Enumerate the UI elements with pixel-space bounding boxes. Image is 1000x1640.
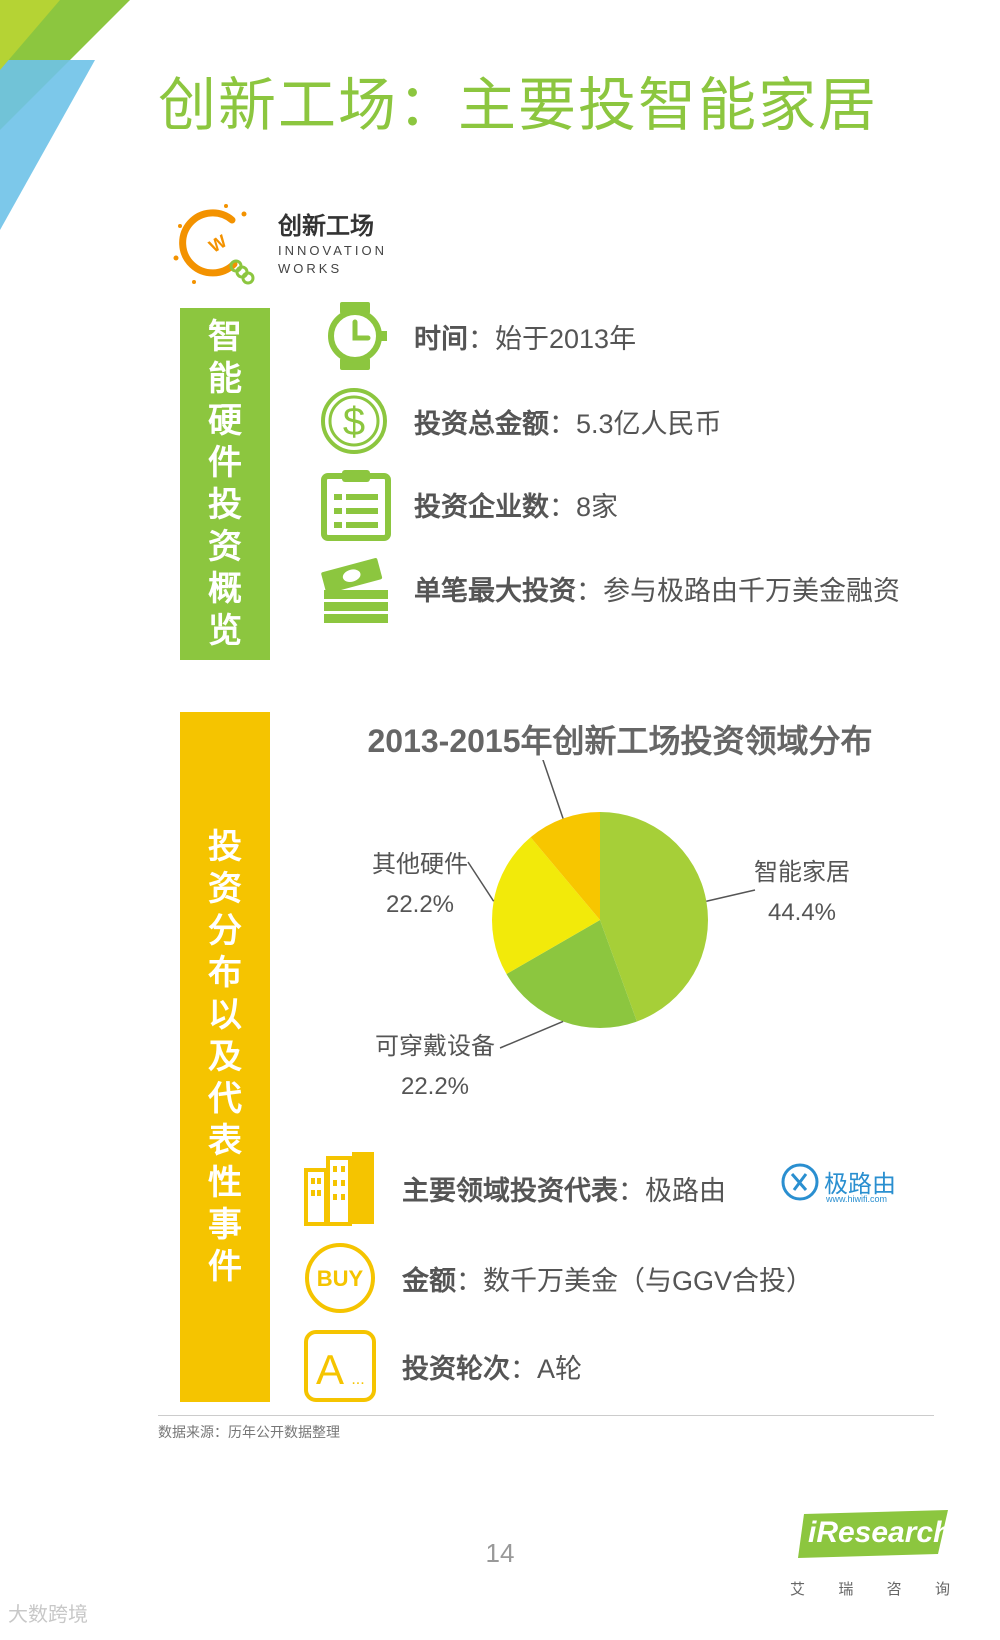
innovation-works-logo: W 创新工场 INNOVATION WORKS bbox=[172, 200, 432, 290]
pie-slice-value: 22.2% bbox=[401, 1073, 469, 1100]
pie-leader-line bbox=[467, 861, 495, 902]
chart-title: 2013-2015年创新工场投资领域分布 bbox=[367, 723, 873, 759]
amount-sep: ： bbox=[456, 1265, 483, 1296]
banner-char: 布 bbox=[208, 954, 242, 992]
iresearch-name: iResearch bbox=[808, 1516, 952, 1549]
hiwifi-url: www.hiwifi.com bbox=[826, 1194, 888, 1204]
overview-row-count: 投资企业数：8家 bbox=[318, 466, 618, 542]
hiwifi-logo: 极路由 www.hiwifi.com bbox=[780, 1162, 910, 1212]
distribution-banner: 投 资 分 布 以 及 代 表 性 事 件 bbox=[180, 712, 270, 1402]
iresearch-cn: 艾 瑞 咨 询 bbox=[790, 1578, 950, 1599]
round-sep: ： bbox=[510, 1353, 537, 1384]
pie-slice-name: 可穿戴设备 bbox=[375, 1033, 495, 1060]
banner-char: 性 bbox=[208, 1164, 242, 1202]
footer-divider bbox=[158, 1415, 934, 1416]
pie-slice bbox=[600, 812, 708, 1022]
banner-char: 智 bbox=[208, 318, 242, 356]
pie-slice bbox=[530, 812, 600, 920]
money-stack-icon bbox=[321, 558, 388, 623]
amount-label: 金额 bbox=[402, 1265, 456, 1296]
buy-icon: BUY bbox=[305, 1243, 375, 1313]
banner-char: 投 bbox=[208, 486, 242, 524]
pie-slice bbox=[506, 920, 637, 1028]
banner-char: 资 bbox=[208, 870, 242, 908]
svg-text:BUY: BUY bbox=[317, 1266, 364, 1291]
banner-char: 投 bbox=[208, 828, 242, 866]
round-label: 投资轮次 bbox=[402, 1353, 510, 1384]
max-label: 单笔最大投资 bbox=[414, 575, 576, 606]
pie-leader-line bbox=[542, 760, 564, 819]
pie-slice bbox=[492, 837, 600, 974]
banner-char: 概 bbox=[208, 570, 242, 608]
svg-text:A: A bbox=[316, 1346, 344, 1393]
total-sep: ： bbox=[549, 408, 576, 439]
hiwifi-name: 极路由 bbox=[824, 1171, 896, 1198]
rep-row-amount: BUY 金额：数千万美金（与GGV合投） bbox=[302, 1240, 813, 1316]
page-number: 14 bbox=[485, 1538, 515, 1568]
company-label: 主要领域投资代表 bbox=[402, 1175, 618, 1206]
company-value: 极路由 bbox=[645, 1175, 726, 1206]
round-value: A轮 bbox=[537, 1353, 583, 1384]
banner-char: 览 bbox=[208, 612, 242, 650]
pie-slice-name: 其他硬件 bbox=[372, 851, 468, 878]
hiwifi-logo-icon bbox=[781, 1163, 819, 1201]
iresearch-badge bbox=[798, 1510, 948, 1558]
banner-char: 件 bbox=[208, 444, 242, 482]
dollar-icon: $ bbox=[321, 388, 387, 454]
count-sep: ： bbox=[549, 491, 576, 522]
time-value: 始于2013年 bbox=[495, 323, 637, 354]
count-value: 8家 bbox=[576, 491, 619, 522]
banner-char: 硬 bbox=[208, 402, 242, 440]
pie-slice-name: 智能家居 bbox=[754, 859, 850, 886]
pie-slice-value: 22.2% bbox=[386, 891, 454, 918]
svg-text:W: W bbox=[206, 231, 231, 257]
lightbulb-logo-icon: W bbox=[173, 204, 255, 285]
overview-row-max: 单笔最大投资：参与极路由千万美金融资 bbox=[318, 550, 900, 626]
banner-char: 件 bbox=[208, 1248, 242, 1286]
logo-name-cn: 创新工场 bbox=[278, 213, 374, 240]
banner-char: 分 bbox=[208, 912, 242, 950]
banner-char: 代 bbox=[208, 1080, 242, 1118]
max-sep: ： bbox=[576, 575, 603, 606]
pie-leader-line bbox=[706, 889, 756, 902]
banner-char: 以 bbox=[208, 996, 242, 1034]
round-a-icon: A ... bbox=[304, 1330, 376, 1402]
company-sep: ： bbox=[618, 1175, 645, 1206]
corner-decoration bbox=[0, 0, 130, 230]
svg-text:...: ... bbox=[351, 1371, 364, 1388]
time-sep: ： bbox=[468, 323, 495, 354]
data-source: 数据来源：历年公开数据整理 bbox=[158, 1424, 340, 1440]
time-label: 时间 bbox=[414, 323, 468, 354]
rep-row-company: 主要领域投资代表：极路由 bbox=[302, 1150, 726, 1226]
banner-char: 表 bbox=[208, 1122, 242, 1160]
pie-leader-line bbox=[499, 1020, 564, 1049]
svg-text:$: $ bbox=[343, 400, 365, 444]
banner-char: 及 bbox=[208, 1038, 242, 1076]
count-label: 投资企业数 bbox=[414, 491, 549, 522]
banner-char: 能 bbox=[208, 360, 242, 398]
rep-row-round: A ... 投资轮次：A轮 bbox=[302, 1328, 582, 1404]
logo-name-en: INNOVATION WORKS bbox=[278, 243, 387, 276]
overview-banner: 智 能 硬 件 投 资 概 览 bbox=[180, 308, 270, 660]
page-title: 创新工场：主要投智能家居 bbox=[158, 73, 879, 138]
watch-icon bbox=[328, 302, 387, 370]
building-icon bbox=[304, 1152, 374, 1226]
banner-char: 事 bbox=[208, 1206, 242, 1244]
banner-char: 资 bbox=[208, 528, 242, 566]
pie-slice-value: 44.4% bbox=[768, 899, 836, 926]
iresearch-logo: iResearch 艾 瑞 咨 询 bbox=[790, 1510, 952, 1630]
iresearch-cn-char: 瑞 bbox=[838, 1581, 854, 1598]
amount-value: 数千万美金（与GGV合投） bbox=[483, 1265, 814, 1296]
iresearch-cn-char: 询 bbox=[934, 1581, 950, 1598]
overview-row-time: 时间：始于2013年 bbox=[318, 298, 636, 374]
iresearch-cn-char: 咨 bbox=[886, 1581, 902, 1598]
clipboard-icon bbox=[321, 470, 391, 541]
total-value: 5.3亿人民币 bbox=[576, 408, 722, 439]
max-value: 参与极路由千万美金融资 bbox=[603, 575, 900, 606]
watermark: 大数跨境 bbox=[8, 1604, 88, 1626]
overview-row-total: $ 投资总金额：5.3亿人民币 bbox=[318, 383, 722, 459]
iresearch-cn-char: 艾 bbox=[790, 1581, 806, 1598]
total-label: 投资总金额 bbox=[414, 408, 549, 439]
